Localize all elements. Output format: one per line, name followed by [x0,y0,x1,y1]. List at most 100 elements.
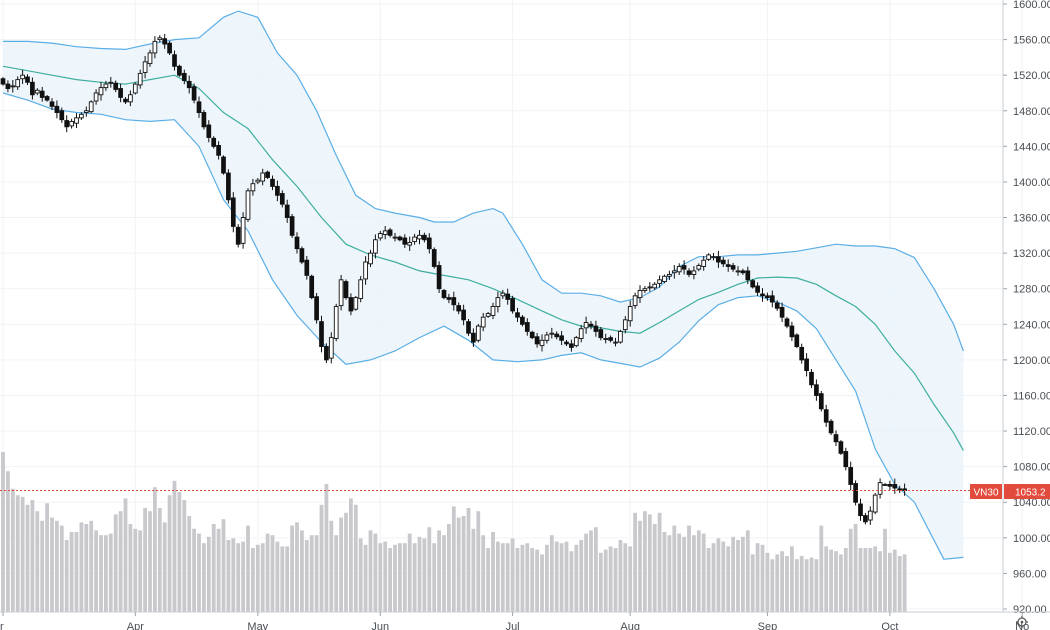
volume-bar [231,538,236,612]
volume-bar [177,492,182,612]
volume-bar [834,551,838,612]
bollinger-lower-line [2,92,964,560]
volume-bar [579,540,584,612]
candle-body [446,297,452,300]
candle-body [745,270,751,281]
volume-bar [153,487,157,612]
candle-body [495,297,501,307]
y-tick-label: 1120.00 [1013,426,1050,438]
volume-bar [505,543,510,612]
candle-body [529,331,535,339]
volume-bar [824,546,829,612]
volume-bar [608,546,613,612]
time-axis[interactable]: r Apr May Jun Jul Aug Sep Oct No [0,611,1050,630]
candle-body [289,216,295,236]
price-axis[interactable]: 920.00 960.00 1000.00 1040.00 1080.00 1120.00… [1002,0,1050,616]
candle-body [794,334,800,347]
volume-bar [64,540,69,612]
candle-body [510,298,515,312]
candle-body [667,274,672,277]
volume-bar [829,549,833,612]
volume-bar [530,548,535,612]
candle-body [544,334,550,341]
volume-bar [402,543,407,612]
y-tick-label: 1440.00 [1013,141,1050,153]
volume-bar [89,520,94,612]
candle-body [740,270,746,274]
candle-body [265,171,270,178]
volume-bar [716,538,721,612]
settings-gear-icon[interactable] [1016,616,1028,628]
candle-body [867,510,873,521]
candle-body [691,270,697,275]
candle-body [275,185,280,196]
candle-body [750,280,756,288]
volume-bar [40,520,45,612]
volume-bar [510,538,515,612]
volume-bar [902,554,907,612]
candle-body [647,286,653,289]
y-tick-label: 1160.00 [1013,390,1050,402]
candle-body [10,85,16,88]
volume-bar [741,536,745,612]
candle-body [833,434,839,443]
volume-bar [324,484,329,612]
candle-body [59,110,65,121]
volume-bar [353,504,358,612]
candle-body [588,323,594,327]
candle-body [368,252,373,265]
candle-body [716,256,721,263]
volume-bar [94,530,98,612]
candle-body [250,183,256,192]
candle-body [696,265,702,270]
volume-bar [202,543,206,612]
candle-body [730,265,736,270]
candle-body [20,74,25,80]
volume-bar [388,548,392,612]
x-tick-label: Jun [371,621,389,630]
candle-body [314,296,319,321]
candle-body [701,259,707,267]
y-tick-label: 1240.00 [1013,319,1050,331]
volume-bar [241,541,245,612]
volume-bar [731,536,735,612]
volume-bar [285,546,290,612]
y-tick-label: 1280.00 [1013,284,1050,296]
volume-bar [167,495,172,612]
volume-bar [84,524,89,612]
candle-body [177,65,182,76]
x-tick-label: Apr [127,621,144,630]
volume-bar [878,551,882,612]
candle-body [377,233,383,239]
volume-bar [437,530,441,612]
candle-body [343,281,349,299]
candle-body [456,305,462,312]
candle-body [279,193,285,205]
candle-body [245,190,251,220]
volume-bar [211,524,216,612]
volume-bar [251,548,255,612]
volume-bar [344,512,348,612]
volume-bar [696,530,701,612]
volume-bar [314,535,319,612]
candle-body [613,341,618,344]
candle-body [69,120,74,127]
candle-body [760,293,765,297]
volume-bar [6,471,10,612]
volume-bar [466,508,471,612]
candle-body [720,259,726,265]
candle-body [838,441,844,454]
candle-body [162,38,168,45]
volume-bar [373,533,378,612]
volume-bar [760,544,765,612]
volume-bar [221,519,226,612]
candle-body [363,261,368,280]
y-tick-label: 1360.00 [1013,213,1050,225]
volume-bar [50,517,54,612]
candle-body [652,283,658,289]
volume-bar [69,532,74,612]
y-tick-label: 960.00 [1013,568,1047,580]
volume-bar [662,532,667,612]
volume-bar [138,530,143,612]
candle-body [475,325,481,341]
